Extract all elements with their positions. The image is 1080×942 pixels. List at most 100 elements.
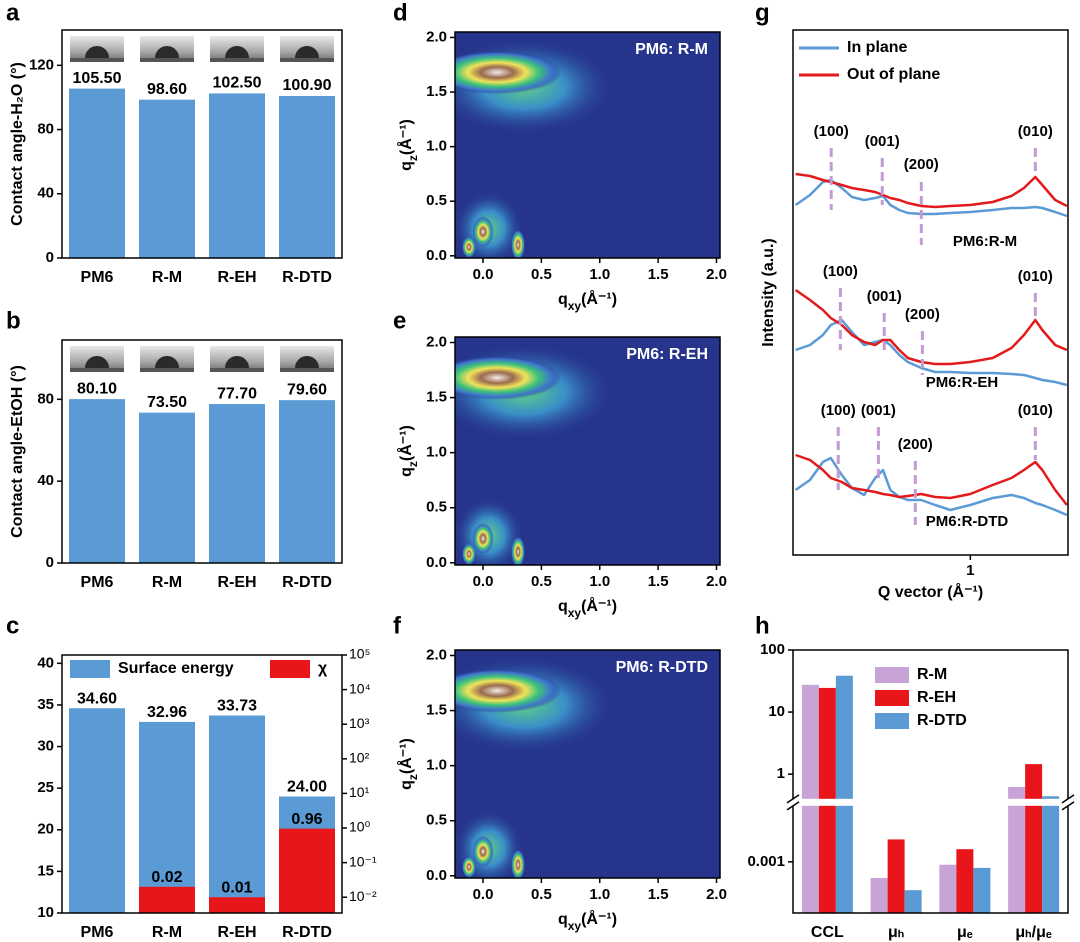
value-label: 80.10 xyxy=(77,380,117,397)
bar xyxy=(139,99,195,258)
value-label: 73.50 xyxy=(147,394,187,411)
plot-frame xyxy=(454,649,721,879)
bar xyxy=(69,399,125,563)
value-label: 0.01 xyxy=(221,879,252,896)
label-unit: (Å⁻¹) xyxy=(581,289,617,308)
value-label: 0.02 xyxy=(151,869,182,886)
x-tick-label: 1.0 xyxy=(589,573,610,590)
x-axis-label: qxy(Å⁻¹) xyxy=(558,289,617,313)
scattering-pattern xyxy=(455,37,618,258)
scattering-feature xyxy=(511,536,526,565)
x-tick-label: PM6 xyxy=(81,269,114,286)
scattering-feature xyxy=(455,50,562,95)
x-tick-label: R-M xyxy=(152,574,182,591)
label-symbol: q xyxy=(398,780,415,790)
bar xyxy=(209,897,265,913)
x-tick-label: R-M xyxy=(152,269,182,286)
panel-letter: b xyxy=(6,307,21,334)
x-tick-label: 1 xyxy=(966,562,974,579)
legend-label: Out of plane xyxy=(847,66,940,83)
scattering-feature xyxy=(511,849,526,878)
droplet xyxy=(155,46,179,58)
legend-swatch xyxy=(875,713,909,729)
y2-tick-label: 10⁰ xyxy=(349,819,371,835)
y-tick-label: 120 xyxy=(29,56,54,73)
y-tick-label: 20 xyxy=(37,821,54,838)
bar xyxy=(139,412,195,563)
value-label: 98.60 xyxy=(147,81,187,98)
label-subscript: xy xyxy=(568,606,582,620)
bar xyxy=(279,95,335,258)
label-unit: (Å⁻¹) xyxy=(396,425,415,461)
x-tick-label: R-M xyxy=(152,924,182,941)
y-tick-label: 40 xyxy=(37,654,54,671)
x-tick-label: 0.5 xyxy=(531,886,552,903)
value-label: 102.50 xyxy=(213,75,262,92)
label-unit: (Å⁻¹) xyxy=(581,909,617,928)
y2-tick-label: 10¹ xyxy=(349,784,370,800)
x-tick-label: 1.5 xyxy=(648,573,669,590)
value-label: 79.60 xyxy=(287,381,327,398)
bar xyxy=(973,867,991,913)
label-unit: (Å⁻¹) xyxy=(581,596,617,615)
legend-swatch xyxy=(70,660,110,678)
bar xyxy=(1025,764,1043,913)
scattering-feature xyxy=(462,855,477,878)
value-label: 24.00 xyxy=(287,779,327,796)
value-label: 34.60 xyxy=(77,690,117,707)
droplet xyxy=(295,46,319,58)
legend-label: In plane xyxy=(847,39,908,56)
y-tick-label: 0.5 xyxy=(426,499,447,516)
x-tick-label: PM6 xyxy=(81,924,114,941)
y2-tick-label: 10⁻² xyxy=(349,888,377,904)
x-tick-label: μₑ xyxy=(957,924,973,941)
panel-letter: c xyxy=(6,612,19,639)
sample-label: PM6:R-EH xyxy=(926,374,999,391)
value-label: 100.90 xyxy=(283,77,332,94)
x-tick-label: R-DTD xyxy=(282,924,332,941)
x-tick-label: μₕ/μₑ xyxy=(1015,924,1052,941)
label-subscript: z xyxy=(406,774,420,780)
peak-label: (200) xyxy=(898,436,933,453)
value-label: 105.50 xyxy=(73,70,122,87)
y-axis-label: Intensity (a.u.) xyxy=(760,238,777,346)
x-tick-label: 0.5 xyxy=(531,266,552,283)
scattering-feature xyxy=(472,836,494,867)
y-tick-label: 1.5 xyxy=(426,702,447,719)
x-tick-label: R-EH xyxy=(217,574,256,591)
bar xyxy=(279,828,335,913)
peak-label: (010) xyxy=(1018,402,1053,419)
y-tick-label: 10 xyxy=(768,703,785,720)
y-axis-label: qz(Å⁻¹) xyxy=(396,119,420,171)
scattering-feature xyxy=(455,668,562,713)
legend-label: R-EH xyxy=(917,689,956,706)
bar xyxy=(904,890,922,913)
y-tick-label: 10 xyxy=(37,904,54,921)
x-tick-label: R-EH xyxy=(217,269,256,286)
scattering-pattern xyxy=(455,655,618,878)
panel-letter: d xyxy=(393,0,408,26)
legend-swatch xyxy=(270,660,310,678)
break-mark xyxy=(786,801,800,811)
y-tick-label: 80 xyxy=(37,390,54,407)
substrate xyxy=(280,58,334,62)
y-tick-label: 1.0 xyxy=(426,138,447,155)
label-unit: (Å⁻¹) xyxy=(396,119,415,155)
value-label: 0.96 xyxy=(291,811,322,828)
plot-frame xyxy=(792,29,1069,556)
line-series xyxy=(795,172,1068,209)
bar xyxy=(870,877,888,913)
bar xyxy=(1042,796,1060,913)
y-tick-label: 2.0 xyxy=(426,646,447,663)
panel-letter: g xyxy=(755,0,770,26)
y-tick-label: 0.0 xyxy=(426,554,447,571)
substrate xyxy=(70,58,124,62)
y-tick-label: 1.0 xyxy=(426,757,447,774)
bar xyxy=(69,88,125,258)
x-tick-label: 0.0 xyxy=(473,573,494,590)
legend-label: χ xyxy=(318,660,328,677)
peak-label: (100) xyxy=(821,402,856,419)
bar xyxy=(279,400,335,563)
